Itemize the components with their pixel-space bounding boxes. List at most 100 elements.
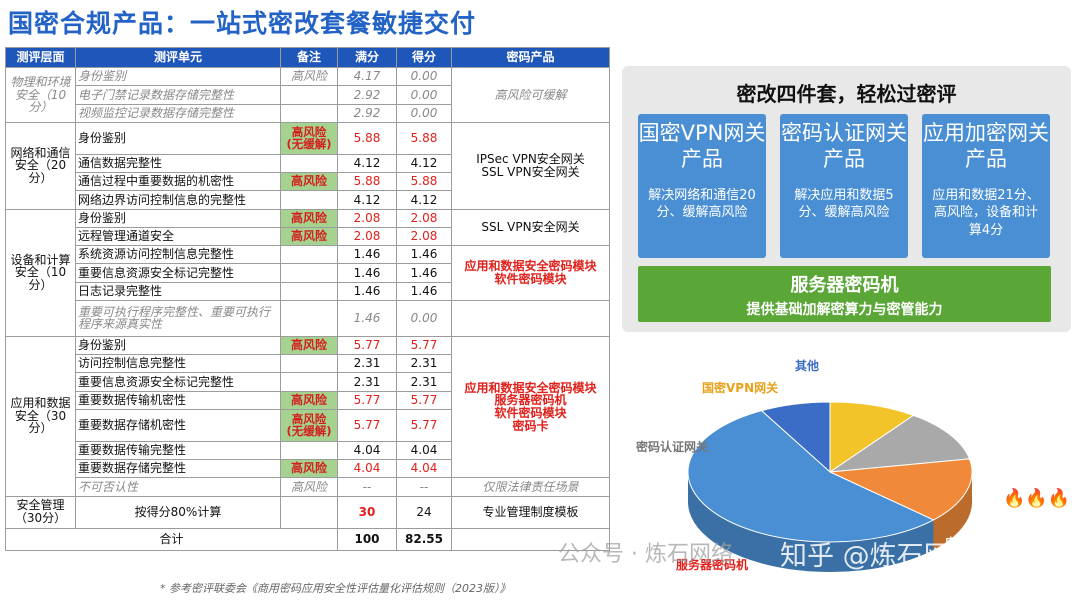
full-cell: 2.31 bbox=[337, 353, 397, 374]
product-line: 应用和数据安全密码模块 bbox=[464, 259, 597, 274]
score-cell: -- bbox=[396, 477, 452, 497]
score-cell: 1.46 bbox=[396, 281, 452, 301]
table-row: 重要可执行程序完整性、重要可执行程序来源真实性 1.46 0.00 bbox=[6, 299, 610, 337]
full-cell: 1.46 bbox=[337, 299, 397, 337]
high-risk-label: 高风险 bbox=[291, 412, 327, 427]
score-cell: 5.88 bbox=[396, 171, 452, 192]
score-cell: 0.00 bbox=[396, 103, 452, 123]
table-row: 重要数据存储机密性 高风险 (无缓解) 5.77 5.77 bbox=[6, 408, 610, 442]
pie-label-other: 其他 bbox=[795, 359, 820, 373]
score-cell: 4.04 bbox=[396, 440, 452, 461]
total-row: 合计 100 82.55 bbox=[5, 527, 610, 551]
note-cell bbox=[280, 263, 338, 283]
score-cell: 1.46 bbox=[396, 263, 452, 283]
product-line: 服务器密码机 bbox=[494, 393, 567, 408]
table-row: 日志记录完整性 1.46 1.46 bbox=[6, 281, 610, 301]
server-crypto-machine-bar: 服务器密码机 提供基础加解密算力与密管能力 bbox=[638, 266, 1051, 322]
unit-cell: 网络边界访问控制信息的完整性 bbox=[75, 190, 281, 210]
full-cell: 2.92 bbox=[337, 103, 397, 123]
card-desc: 解决应用和数据5分、缓解高风险 bbox=[794, 187, 894, 221]
full-cell: 5.88 bbox=[337, 171, 397, 192]
product-cell bbox=[451, 527, 610, 551]
score-cell: 0.00 bbox=[396, 85, 452, 105]
note-cell bbox=[280, 372, 338, 392]
watermark: 公众号 · 炼石网络 bbox=[558, 542, 733, 567]
product-cell: 应用和数据安全密码模块 软件密码模块 bbox=[451, 245, 610, 301]
unit-cell: 通信数据完整性 bbox=[75, 153, 281, 174]
table-row: 不可否认性 高风险 -- -- 仅限法律责任场景 bbox=[6, 477, 610, 497]
note-cell bbox=[280, 281, 338, 301]
layer-cell: 网络和通信安全（20分） bbox=[5, 121, 76, 210]
layer-cell: 应用和数据安全（30分） bbox=[5, 335, 76, 497]
note-cell: 高风险 bbox=[280, 171, 338, 192]
score-cell: 24 bbox=[396, 495, 452, 529]
note-cell bbox=[280, 153, 338, 174]
note-cell bbox=[280, 244, 338, 265]
unit-cell: 日志记录完整性 bbox=[75, 281, 281, 301]
col-header: 测评单元 bbox=[75, 47, 281, 68]
table-row: 通信过程中重要数据的机密性 高风险 5.88 5.88 bbox=[6, 171, 610, 192]
note-cell bbox=[280, 190, 338, 210]
score-cell: 5.77 bbox=[396, 335, 452, 356]
product-line: IPSec VPN安全网关 bbox=[476, 152, 585, 167]
note-cell bbox=[280, 440, 338, 461]
table-row: 远程管理通道安全 高风险 2.08 2.08 bbox=[6, 226, 610, 247]
unit-cell: 重要数据传输完整性 bbox=[75, 440, 281, 461]
score-cell: 0.00 bbox=[396, 299, 452, 337]
server-desc: 提供基础加解密算力与密管能力 bbox=[746, 302, 943, 318]
table-row: 电子门禁记录数据存储完整性 2.92 0.00 bbox=[6, 85, 610, 105]
card-head: 应用加密网关产品 bbox=[923, 121, 1049, 172]
full-cell: 4.12 bbox=[337, 190, 397, 210]
full-cell: 4.12 bbox=[337, 153, 397, 174]
score-cell: 5.77 bbox=[396, 390, 452, 410]
score-cell: 4.12 bbox=[396, 153, 452, 174]
server-title: 服务器密码机 bbox=[790, 275, 899, 296]
product-cell: 高风险可缓解 bbox=[451, 67, 610, 123]
pie-slice-3 bbox=[829, 401, 915, 473]
card-desc: 应用和数据21分、高风险，设备和计算4分 bbox=[932, 187, 1040, 238]
table-row: 重要数据存储完整性 高风险 4.04 4.04 bbox=[6, 458, 610, 479]
col-header: 备注 bbox=[280, 47, 338, 68]
note-cell bbox=[280, 495, 338, 529]
fire-icon: 🔥🔥🔥 bbox=[1003, 488, 1071, 509]
unit-cell: 系统资源访问控制信息完整性 bbox=[75, 244, 281, 265]
table-row: 网络边界访问控制信息的完整性 4.12 4.12 bbox=[6, 190, 610, 210]
product-line: 应用和数据安全密码模块 bbox=[464, 380, 597, 395]
table-row: 系统资源访问控制信息完整性 1.46 1.46 应用和数据安全密码模块 软件密码模… bbox=[6, 244, 610, 301]
score-cell: 2.31 bbox=[396, 372, 452, 392]
pie-label-server: 服务器密码机 bbox=[676, 558, 749, 572]
unit-cell: 身份鉴别 bbox=[75, 121, 281, 155]
unit-cell: 身份鉴别 bbox=[75, 335, 281, 356]
pie-label-auth: 密码认证网关 bbox=[636, 440, 709, 454]
full-cell: 1.46 bbox=[337, 281, 397, 301]
product-cell: IPSec VPN安全网关 SSL VPN安全网关 bbox=[451, 121, 610, 210]
pie-side-0 bbox=[688, 472, 934, 572]
pie-label-app: 应用加密网关产品 bbox=[945, 536, 1033, 549]
note-cell bbox=[280, 103, 338, 123]
total-label: 合计 bbox=[5, 527, 338, 551]
pie-label-vpn: 国密VPN网关 bbox=[702, 381, 779, 395]
unit-cell: 重要数据存储完整性 bbox=[75, 458, 281, 479]
layer-cell: 设备和计算安全（10分） bbox=[5, 208, 76, 337]
score-cell: 5.88 bbox=[396, 121, 452, 155]
unit-cell: 重要数据传输机密性 bbox=[75, 390, 281, 410]
col-header: 密码产品 bbox=[451, 47, 610, 68]
no-mitigation-label: (无缓解) bbox=[286, 137, 332, 152]
score-cell: 2.31 bbox=[396, 353, 452, 374]
full-cell: 4.04 bbox=[337, 458, 397, 479]
unit-cell: 视频监控记录数据存储完整性 bbox=[75, 103, 281, 123]
product-line: SSL VPN安全网关 bbox=[481, 164, 580, 179]
unit-cell: 重要信息资源安全标记完整性 bbox=[75, 263, 281, 283]
layer-cell: 物理和环境安全（10分） bbox=[5, 67, 76, 123]
table-row: 重要数据传输完整性 4.04 4.04 bbox=[6, 440, 610, 461]
unit-cell: 通信过程中重要数据的机密性 bbox=[75, 171, 281, 192]
product-cell: 专业管理制度模板 bbox=[451, 495, 610, 529]
product-cell: SSL VPN安全网关 bbox=[451, 208, 610, 246]
col-header: 得分 bbox=[396, 47, 452, 68]
high-risk-label: 高风险 bbox=[291, 125, 327, 140]
unit-cell: 重要数据存储机密性 bbox=[75, 408, 281, 442]
full-cell: 5.77 bbox=[337, 408, 397, 442]
product-line: 软件密码模块 bbox=[494, 406, 567, 420]
note-cell bbox=[280, 353, 338, 374]
watermark: 知乎 @炼石网络 bbox=[780, 541, 978, 572]
